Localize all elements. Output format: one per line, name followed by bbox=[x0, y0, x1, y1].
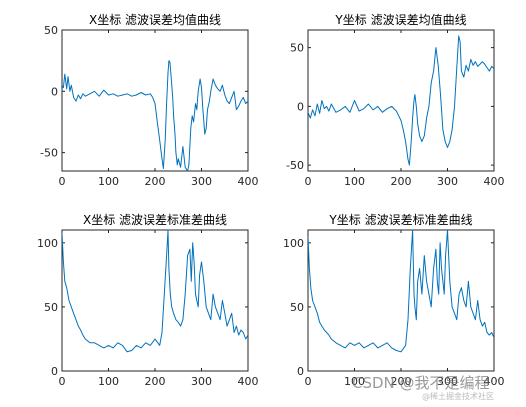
plot-frame bbox=[307, 29, 495, 172]
subplot-1: 0 100 200 300 400 -50 0 50 X坐标 滤波误差均值曲线 bbox=[40, 12, 258, 188]
x-tick-label: 400 bbox=[484, 175, 505, 188]
plot-frame bbox=[307, 229, 495, 372]
plot-frame bbox=[61, 229, 249, 372]
x-tick-label: 200 bbox=[391, 175, 412, 188]
x-tick-label: 100 bbox=[98, 175, 119, 188]
y-tick-label: 100 bbox=[37, 237, 58, 250]
y-tick-label: 50 bbox=[44, 301, 58, 314]
y-tick-label: 50 bbox=[290, 301, 304, 314]
watermark: CSDN @我不是编程 @稀土掘金技术社区 bbox=[352, 375, 522, 405]
x-tick-label: 300 bbox=[437, 175, 458, 188]
subplot-title: X坐标 滤波误差均值曲线 bbox=[89, 12, 221, 27]
y-tick-label: -50 bbox=[286, 159, 304, 172]
subplot-title: X坐标 滤波误差标准差曲线 bbox=[83, 213, 227, 227]
x-tick-label: 0 bbox=[305, 175, 312, 188]
y-tick-label: 0 bbox=[297, 365, 304, 378]
plot-frame bbox=[61, 29, 249, 172]
subplot-3: 0 100 200 300 400 0 50 100 X坐标 滤波误差标准差曲线 bbox=[37, 213, 259, 388]
x-tick-label: 0 bbox=[59, 375, 66, 388]
y-tick-label: 0 bbox=[297, 100, 304, 113]
x-tick-label: 300 bbox=[191, 375, 212, 388]
subplot-4: 0 100 200 300 400 0 50 100 Y坐标 滤波误差标准差曲线 bbox=[283, 213, 505, 388]
y-tick-label: 50 bbox=[44, 24, 58, 37]
series-line-1 bbox=[308, 230, 494, 353]
x-tick-label: 100 bbox=[98, 375, 119, 388]
x-tick-label: 300 bbox=[437, 375, 458, 388]
x-tick-label: 0 bbox=[305, 375, 312, 388]
x-tick-label: 0 bbox=[59, 175, 66, 188]
y-tick-label: 0 bbox=[51, 365, 58, 378]
x-tick-label: 100 bbox=[344, 175, 365, 188]
x-tick-label: 400 bbox=[238, 375, 259, 388]
x-tick-label: 100 bbox=[344, 375, 365, 388]
y-tick-label: 50 bbox=[290, 42, 304, 55]
x-tick-label: 400 bbox=[484, 375, 505, 388]
series-line-1 bbox=[62, 230, 248, 353]
x-tick-label: 200 bbox=[145, 175, 166, 188]
x-tick-label: 200 bbox=[145, 375, 166, 388]
y-tick-label: 100 bbox=[283, 237, 304, 250]
y-tick-label: 0 bbox=[51, 85, 58, 98]
y-tick-label: -50 bbox=[40, 147, 58, 160]
x-tick-label: 200 bbox=[391, 375, 412, 388]
x-tick-label: 400 bbox=[238, 175, 259, 188]
watermark-line1: CSDN @我不是编程 bbox=[352, 374, 490, 392]
series-line-1 bbox=[62, 60, 248, 171]
subplot-title: Y坐标 滤波误差标准差曲线 bbox=[328, 213, 472, 227]
series-line-1 bbox=[308, 35, 494, 166]
x-tick-label: 300 bbox=[191, 175, 212, 188]
subplot-title: Y坐标 滤波误差均值曲线 bbox=[334, 12, 466, 27]
watermark-line2: @稀土掘金技术社区 bbox=[422, 392, 494, 401]
